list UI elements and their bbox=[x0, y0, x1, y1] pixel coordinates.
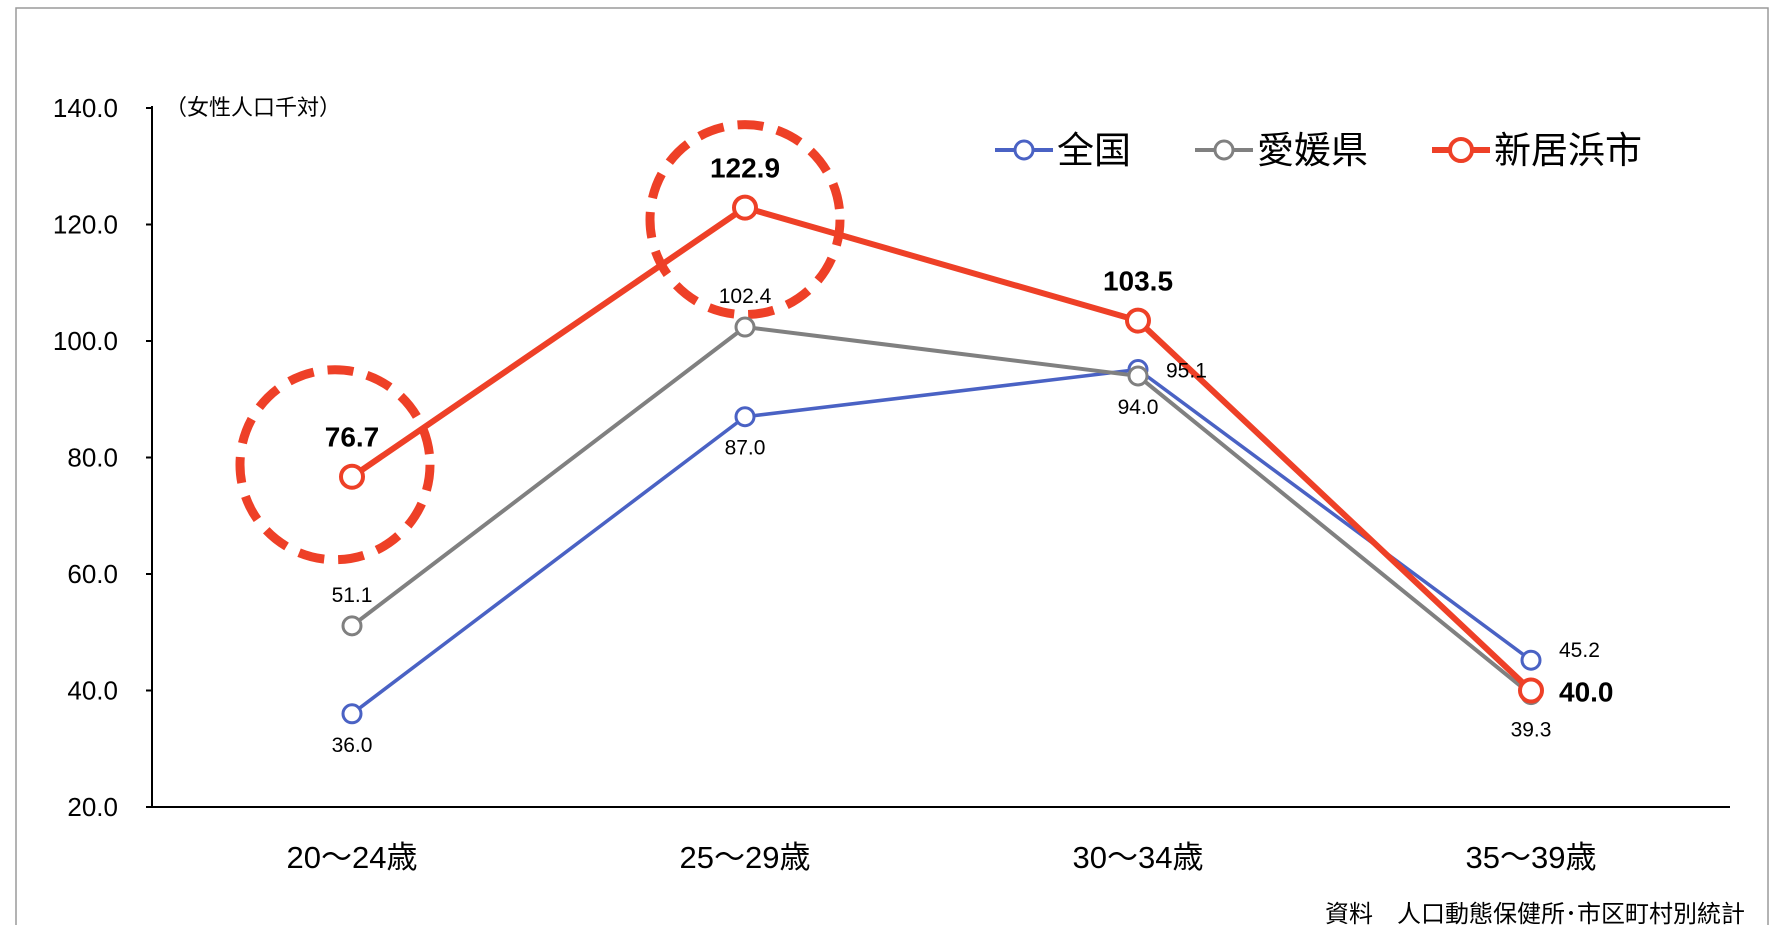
legend-label: 愛媛県 bbox=[1257, 130, 1368, 171]
chart-border bbox=[15, 7, 1769, 929]
series-line-1 bbox=[350, 325, 1533, 697]
y-tick-label: 60.0 bbox=[67, 559, 118, 589]
data-label: 94.0 bbox=[1118, 396, 1159, 419]
data-label: 51.1 bbox=[332, 584, 373, 607]
data-label: 40.0 bbox=[1559, 677, 1614, 708]
y-tick-label: 100.0 bbox=[53, 326, 118, 356]
legend: 全国 愛媛県 新居浜市 bbox=[995, 130, 1642, 171]
data-point bbox=[339, 463, 365, 490]
legend-marker bbox=[1213, 139, 1235, 161]
highlight-circle bbox=[645, 120, 845, 320]
data-point bbox=[1125, 307, 1151, 334]
x-tick-label: 20～24歳 bbox=[287, 840, 418, 875]
y-tick-label: 40.0 bbox=[67, 676, 118, 706]
data-labels: 36.0 87.0 95.1 45.2 51.1 102.4 94.0 39.3 76.7 122… bbox=[325, 153, 1614, 757]
y-tick-label: 120.0 bbox=[53, 210, 118, 240]
series-line-2 bbox=[350, 204, 1534, 693]
data-point bbox=[1127, 365, 1149, 387]
data-label: 39.3 bbox=[1511, 719, 1552, 742]
data-point bbox=[341, 703, 363, 725]
data-point bbox=[1520, 649, 1542, 671]
legend-marker bbox=[1448, 137, 1474, 163]
axes: 20.0 40.0 60.0 80.0 100.0 120.0 140.0 20～24歳 25～… bbox=[53, 93, 1730, 875]
legend-label: 全国 bbox=[1057, 130, 1131, 171]
data-label: 102.4 bbox=[719, 285, 772, 308]
data-label: 76.7 bbox=[325, 422, 380, 453]
highlight-circles bbox=[235, 120, 845, 565]
x-tick-label: 25～29歳 bbox=[680, 840, 811, 875]
highlight-circle bbox=[235, 365, 435, 565]
x-tick-label: 30～34歳 bbox=[1073, 840, 1204, 875]
series-group bbox=[339, 194, 1544, 725]
y-axis-unit-label: （女性人口千対） bbox=[165, 95, 341, 120]
data-label: 45.2 bbox=[1559, 639, 1600, 662]
data-point bbox=[732, 194, 758, 221]
data-point bbox=[734, 406, 756, 428]
y-tick-label: 20.0 bbox=[67, 792, 118, 822]
data-point bbox=[734, 316, 756, 338]
data-label: 87.0 bbox=[725, 437, 766, 460]
y-tick-label: 140.0 bbox=[53, 93, 118, 123]
y-tick-label: 80.0 bbox=[67, 443, 118, 473]
legend-label: 新居浜市 bbox=[1494, 130, 1642, 171]
data-point bbox=[341, 615, 363, 637]
legend-marker bbox=[1013, 139, 1035, 161]
data-label: 36.0 bbox=[332, 734, 373, 757]
x-tick-label: 35～39歳 bbox=[1466, 840, 1597, 875]
data-point bbox=[1518, 677, 1544, 704]
data-label: 103.5 bbox=[1103, 266, 1173, 297]
source-note: 資料 人口動態保健所･市区町村別統計 bbox=[1325, 901, 1745, 925]
data-label: 122.9 bbox=[710, 153, 780, 184]
series-line-0 bbox=[350, 367, 1533, 716]
data-label: 95.1 bbox=[1166, 360, 1207, 383]
